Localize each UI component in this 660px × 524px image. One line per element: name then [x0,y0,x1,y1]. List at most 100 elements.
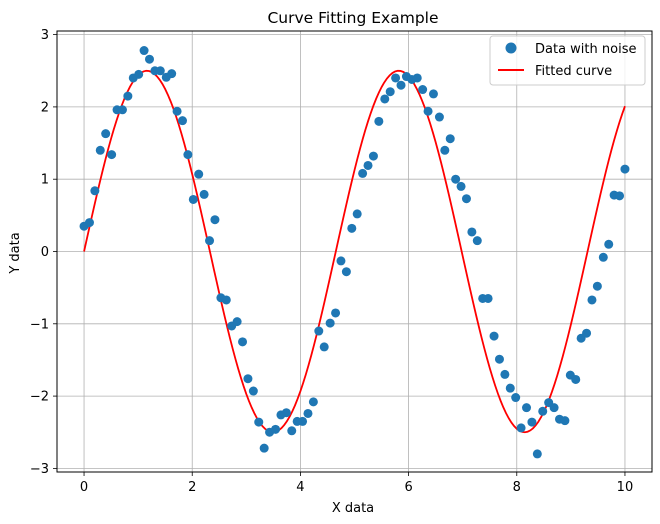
data-point [451,174,461,184]
data-point [368,151,378,161]
data-point [199,189,209,199]
data-point [298,416,308,426]
data-point [221,295,231,305]
legend-label-data: Data with noise [535,42,636,57]
y-tick-label: 3 [41,28,49,43]
data-point [259,443,269,453]
scatter-points-layer [79,46,630,459]
data-point [592,281,602,291]
y-tick-label: 2 [41,100,49,115]
data-point [172,106,182,116]
data-point [598,252,608,262]
data-point [194,169,204,179]
data-point [423,106,433,116]
data-point [248,386,258,396]
data-point [303,408,313,418]
data-point [183,150,193,160]
data-point [287,426,297,436]
data-point [352,209,362,219]
data-point [380,94,390,104]
data-point [123,91,133,101]
data-point [428,89,438,99]
data-point [134,69,144,79]
data-point [505,383,515,393]
data-point [522,403,532,413]
x-tick-label: 4 [296,480,304,495]
legend-marker-data [505,42,517,54]
data-point [483,293,493,303]
legend-box [489,35,646,86]
data-point [281,408,291,418]
data-point [167,69,177,79]
data-point [232,317,242,327]
data-point [117,105,127,115]
data-point [101,129,111,139]
data-point [363,160,373,170]
data-point [511,393,521,403]
data-point [254,417,264,427]
y-tick-label: −2 [30,390,49,405]
data-point [308,397,318,407]
data-point [412,73,422,83]
x-axis-label: X data [332,501,374,516]
data-point [107,150,117,160]
grid-lines [57,31,652,472]
x-tick-label: 2 [188,480,196,495]
data-point [516,423,526,433]
data-point [560,416,570,426]
data-point [620,164,630,174]
data-point [271,424,281,434]
data-point [440,145,450,155]
data-point [347,223,357,233]
data-point [210,215,220,225]
y-tick-label: −3 [30,462,49,477]
data-point [582,328,592,338]
data-point [472,236,482,246]
y-axis-ticks: −3 −2 −1 0 1 2 3 [30,28,57,477]
x-tick-label: 0 [80,480,88,495]
y-tick-label: 1 [41,173,49,188]
data-point [615,191,625,201]
data-point [84,218,94,228]
data-point [494,354,504,364]
data-point [188,194,198,204]
y-tick-label: −1 [30,317,49,332]
data-point [445,134,455,144]
data-point [461,194,471,204]
data-point [144,54,154,64]
data-point [325,318,335,328]
data-point [331,308,341,318]
data-point [238,337,248,347]
data-point [418,85,428,95]
chart-title: Curve Fitting Example [267,9,438,27]
x-tick-label: 6 [404,480,412,495]
data-point [500,369,510,379]
y-axis-label: Y data [8,232,23,274]
data-point [571,374,581,384]
data-point [155,66,165,76]
legend-label-fit: Fitted curve [535,64,612,79]
data-point [467,227,477,237]
data-point [319,342,329,352]
data-point [177,116,187,126]
data-point [385,87,395,97]
data-point [336,256,346,266]
data-point [243,374,253,384]
x-tick-label: 10 [617,480,634,495]
data-point [396,80,406,90]
data-point [456,181,466,191]
x-axis-ticks: 0 2 4 6 8 10 [80,472,633,495]
data-point [434,112,444,122]
data-point [90,186,100,196]
data-point [139,46,149,56]
y-tick-label: 0 [41,245,49,260]
data-point [532,449,542,459]
data-point [489,331,499,341]
x-tick-label: 8 [513,480,521,495]
data-point [538,406,548,416]
data-point [549,403,559,413]
data-point [604,239,614,249]
data-point [95,145,105,155]
